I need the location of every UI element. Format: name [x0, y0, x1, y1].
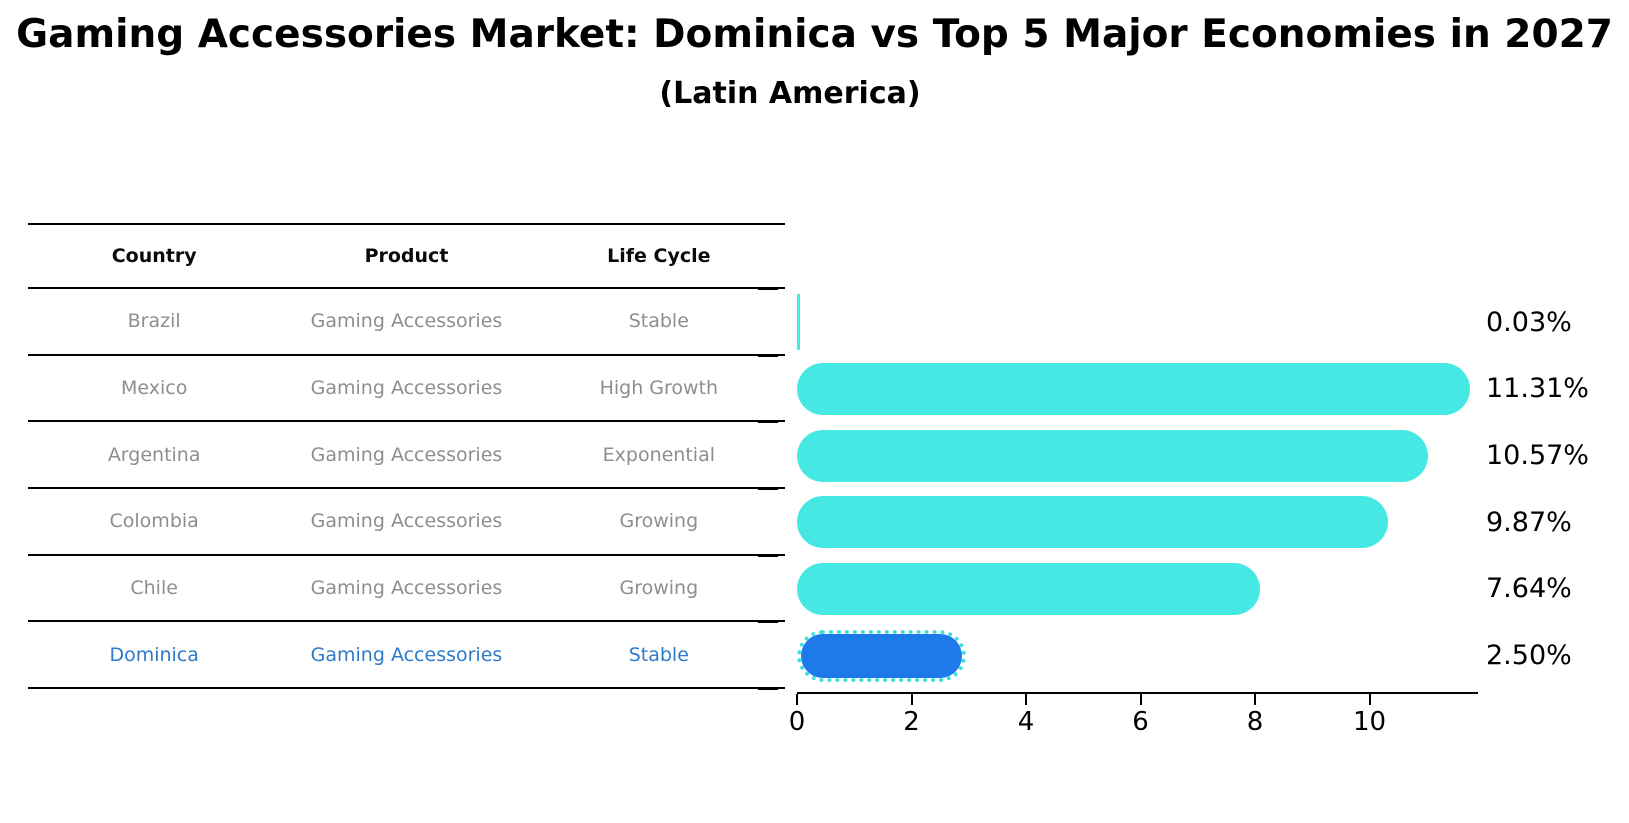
page-title: Gaming Accessories Market: Dominica vs T…	[16, 12, 1613, 57]
bar-dominica	[797, 629, 967, 682]
life-cycle-cell: Stable	[628, 643, 689, 666]
life-cycle-cell: Growing	[619, 576, 699, 599]
life-cycle-cell: Growing	[619, 510, 699, 533]
table-row: Colombia Gaming Accessories Growing	[28, 489, 785, 556]
product-cell: Gaming Accessories	[310, 310, 503, 333]
product-cell: Gaming Accessories	[310, 510, 503, 533]
y-axis-tick	[758, 421, 778, 424]
col-header-life-cycle: Life Cycle	[607, 245, 711, 267]
product-cell: Gaming Accessories	[310, 376, 503, 399]
x-axis-tick-label: 0	[788, 707, 806, 737]
x-axis-tick	[1368, 694, 1371, 705]
country-cell: Chile	[130, 576, 178, 599]
page-subtitle: (Latin America)	[659, 76, 921, 111]
x-axis-tick-label: 4	[1017, 707, 1035, 737]
x-axis-tick	[1254, 694, 1256, 705]
bar-brazil	[797, 294, 800, 351]
x-axis-tick	[1025, 694, 1027, 705]
y-axis-tick	[758, 288, 778, 290]
bar-row-chile: 7.64%	[0, 556, 1629, 623]
bar-row-argentina: 10.57%	[0, 422, 1629, 489]
x-axis-tick	[910, 694, 913, 705]
bar-row-dominica: 2.50%	[0, 622, 1629, 689]
product-cell: Gaming Accessories	[310, 443, 503, 466]
x-axis-tick-label: 2	[903, 707, 920, 737]
bar-row-colombia: 9.87%	[0, 489, 1629, 556]
bar-value-label: 10.57%	[1486, 440, 1589, 472]
bar-value-label: 2.50%	[1486, 640, 1572, 672]
bar-mexico	[797, 362, 1471, 415]
country-cell: Argentina	[107, 443, 201, 466]
bar-chile	[797, 562, 1261, 615]
bar-row-brazil: 0.03%	[0, 289, 1629, 356]
y-axis-tick	[758, 688, 778, 690]
y-axis-tick	[758, 621, 778, 624]
country-cell: Dominica	[109, 643, 199, 666]
bar-value-label: 7.64%	[1486, 573, 1572, 605]
col-header-product: Product	[364, 245, 449, 267]
country-cell: Colombia	[109, 510, 199, 533]
y-axis-tick	[758, 488, 778, 490]
life-cycle-cell: Stable	[628, 310, 689, 333]
y-axis-tick	[758, 554, 778, 557]
product-cell: Gaming Accessories	[310, 643, 503, 666]
x-axis-tick-label: 6	[1132, 707, 1149, 737]
bar-colombia	[797, 496, 1389, 549]
x-axis-tick	[796, 694, 798, 705]
x-axis-tick-label: 8	[1246, 707, 1264, 737]
table-row-dominica: Dominica Gaming Accessories Stable	[28, 622, 785, 689]
bar-argentina	[797, 429, 1429, 482]
bar-value-label: 0.03%	[1486, 306, 1572, 338]
life-cycle-cell: Exponential	[602, 443, 715, 466]
x-axis-line	[797, 692, 1478, 694]
table-row: Argentina Gaming Accessories Exponential	[28, 422, 785, 489]
bar-row-mexico: 11.31%	[0, 356, 1629, 423]
x-axis-tick-label: 10	[1352, 707, 1387, 737]
country-cell: Mexico	[120, 376, 188, 399]
bar-value-label: 11.31%	[1486, 373, 1589, 405]
country-table: Country Product Life Cycle Brazil Gaming…	[28, 223, 785, 689]
table-header-row: Country Product Life Cycle	[28, 223, 785, 289]
y-axis-tick	[758, 354, 778, 357]
bar-value-label: 9.87%	[1486, 506, 1572, 538]
product-cell: Gaming Accessories	[310, 576, 503, 599]
life-cycle-cell: High Growth	[599, 376, 719, 399]
table-row: Mexico Gaming Accessories High Growth	[28, 356, 785, 423]
col-header-country: Country	[111, 245, 197, 267]
x-axis-tick	[1139, 694, 1142, 705]
table-row: Brazil Gaming Accessories Stable	[28, 289, 785, 356]
country-cell: Brazil	[127, 310, 181, 333]
table-row: Chile Gaming Accessories Growing	[28, 556, 785, 623]
